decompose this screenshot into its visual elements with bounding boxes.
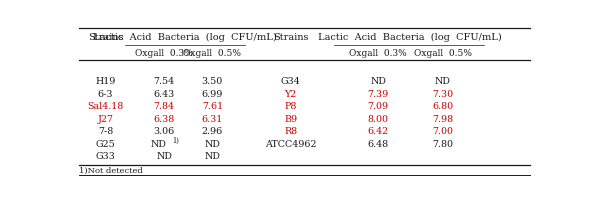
Text: 6.42: 6.42 [368,127,388,136]
Text: ND: ND [204,152,220,161]
Text: ND: ND [150,139,166,148]
Text: Strains: Strains [88,33,124,42]
Text: 8.00: 8.00 [368,114,388,123]
Text: Oxgall  0.5%: Oxgall 0.5% [413,49,472,58]
Text: Lactic  Acid  Bacteria  (log  CFU/mL): Lactic Acid Bacteria (log CFU/mL) [318,33,501,42]
Text: B9: B9 [284,114,297,123]
Text: H19: H19 [96,77,116,86]
Text: 7.80: 7.80 [432,139,453,148]
Text: 6.38: 6.38 [153,114,175,123]
Text: ND: ND [435,77,450,86]
Text: 7.09: 7.09 [368,102,388,111]
Text: 6.48: 6.48 [368,139,388,148]
Text: J27: J27 [97,114,113,123]
Text: 7.39: 7.39 [368,89,388,98]
Text: 7.00: 7.00 [432,127,453,136]
Text: 7.54: 7.54 [153,77,175,86]
Text: R8: R8 [284,127,297,136]
Text: 1)Not detected: 1)Not detected [79,166,143,174]
Text: Oxgall  0.3%: Oxgall 0.3% [349,49,407,58]
Text: 7-8: 7-8 [98,127,113,136]
Text: Y2: Y2 [285,89,297,98]
Text: 6.31: 6.31 [202,114,223,123]
Text: Oxgall  0.3%: Oxgall 0.3% [135,49,193,58]
Text: G25: G25 [96,139,115,148]
Text: Lactic  Acid  Bacteria  (log  CFU/mL): Lactic Acid Bacteria (log CFU/mL) [93,33,277,42]
Text: 3.06: 3.06 [153,127,175,136]
Text: 6-3: 6-3 [98,89,113,98]
Text: ND: ND [156,152,172,161]
Text: Sal4.18: Sal4.18 [87,102,124,111]
Text: 7.98: 7.98 [432,114,453,123]
Text: G34: G34 [281,77,301,86]
Text: 7.30: 7.30 [432,89,453,98]
Text: 6.99: 6.99 [202,89,223,98]
Text: P8: P8 [285,102,297,111]
Text: 7.84: 7.84 [153,102,175,111]
Text: 2.96: 2.96 [202,127,223,136]
Text: 6.80: 6.80 [432,102,453,111]
Text: ND: ND [370,77,386,86]
Text: ND: ND [204,139,220,148]
Text: Strains: Strains [273,33,308,42]
Text: G33: G33 [96,152,115,161]
Text: 3.50: 3.50 [202,77,223,86]
Text: 7.61: 7.61 [202,102,223,111]
Text: ATCC4962: ATCC4962 [265,139,317,148]
Text: 6.43: 6.43 [153,89,175,98]
Text: 1): 1) [172,137,179,145]
Text: Oxgall  0.5%: Oxgall 0.5% [184,49,241,58]
